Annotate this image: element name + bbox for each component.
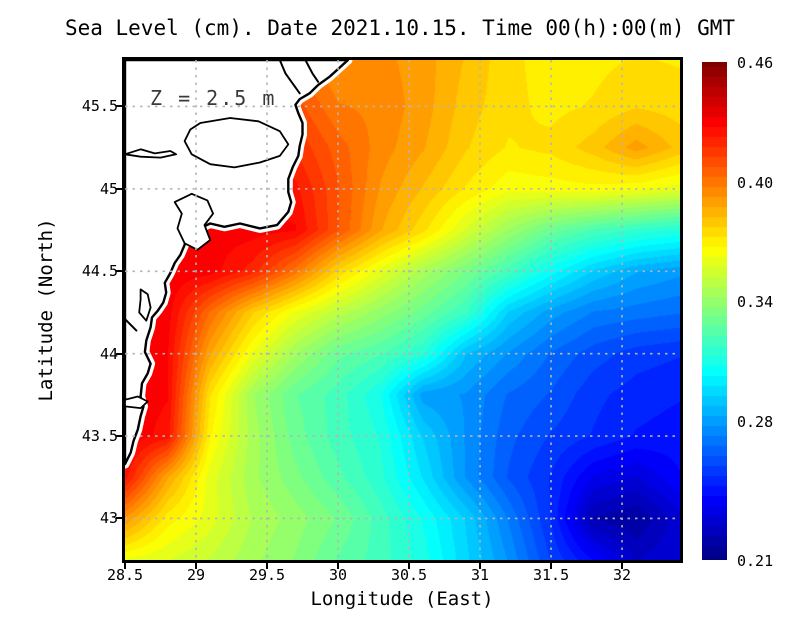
colorbar-tick-label: 0.34 bbox=[737, 293, 774, 312]
y-tick-label: 43.5 bbox=[81, 427, 118, 446]
map-overlay bbox=[125, 60, 680, 560]
y-tick-label: 45.5 bbox=[81, 97, 118, 116]
y-tick-label: 43 bbox=[99, 509, 118, 528]
river-line-0 bbox=[278, 60, 301, 95]
x-tick-label: 29 bbox=[186, 566, 206, 584]
x-tick-mark bbox=[550, 563, 553, 569]
y-tick-mark bbox=[116, 187, 122, 190]
x-tick-mark bbox=[337, 563, 340, 569]
colorbar-tick-label: 0.21 bbox=[737, 552, 774, 570]
x-tick-mark bbox=[124, 563, 126, 569]
y-tick-mark bbox=[116, 105, 122, 108]
lake-outline-3 bbox=[125, 395, 149, 409]
lake-outline-2 bbox=[125, 148, 177, 159]
y-tick-mark bbox=[116, 352, 122, 355]
x-tick-mark bbox=[621, 563, 624, 569]
x-tick-mark bbox=[479, 563, 482, 569]
colorbar bbox=[702, 62, 727, 560]
colorbar-tick-label: 0.40 bbox=[737, 173, 774, 192]
plot-frame: Z = 2.5 m bbox=[122, 57, 683, 563]
y-tick-label: 44 bbox=[99, 344, 118, 363]
colorbar-tick-label: 0.28 bbox=[737, 412, 774, 431]
figure-title: Sea Level (cm). Date 2021.10.15. Time 00… bbox=[64, 16, 736, 40]
x-tick-label: 31.5 bbox=[532, 566, 570, 584]
lake-outline-4 bbox=[138, 288, 152, 322]
x-tick-mark bbox=[266, 563, 269, 569]
y-axis-label: Latitude (North) bbox=[35, 218, 57, 402]
x-axis-label: Longitude (East) bbox=[310, 588, 494, 610]
colorbar-tick-label: 0.46 bbox=[737, 54, 774, 72]
x-tick-label: 29.5 bbox=[248, 566, 286, 584]
x-tick-label: 30 bbox=[328, 566, 348, 584]
x-tick-label: 31 bbox=[471, 566, 490, 584]
river-line-2 bbox=[125, 318, 138, 332]
y-tick-mark bbox=[116, 435, 122, 438]
lake-outline-1 bbox=[173, 192, 214, 251]
x-tick-mark bbox=[195, 563, 197, 569]
y-tick-mark bbox=[116, 517, 122, 520]
depth-annotation: Z = 2.5 m bbox=[150, 86, 277, 110]
x-tick-label: 30.5 bbox=[390, 566, 428, 584]
y-tick-label: 44.5 bbox=[81, 262, 118, 281]
lake-outline-0 bbox=[183, 117, 290, 169]
x-tick-label: 28.5 bbox=[106, 566, 144, 584]
y-tick-label: 45 bbox=[99, 179, 118, 198]
x-tick-label: 32 bbox=[613, 566, 632, 584]
y-tick-mark bbox=[116, 270, 122, 273]
river-line-1 bbox=[304, 60, 320, 83]
x-tick-mark bbox=[408, 563, 411, 569]
